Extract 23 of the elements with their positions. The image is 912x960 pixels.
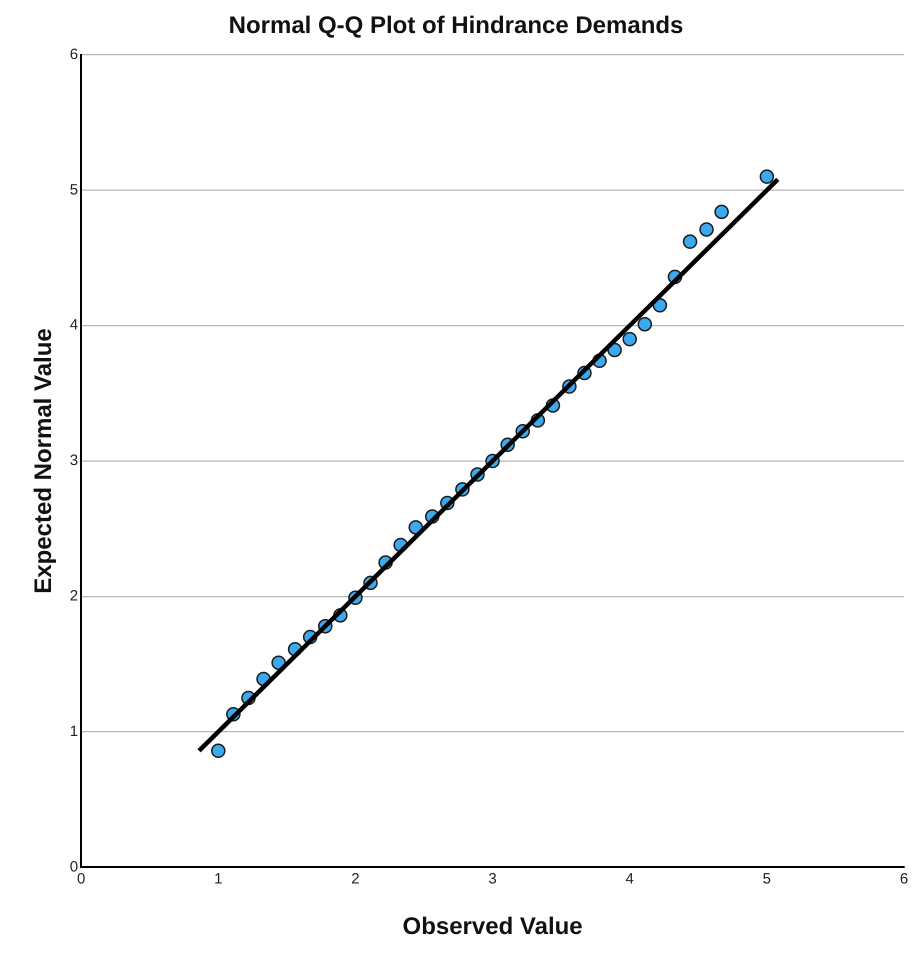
- point: [699, 222, 714, 237]
- y-tick-label: 2: [70, 588, 78, 605]
- y-tick-label: 5: [70, 181, 78, 198]
- y-tick-label: 3: [70, 452, 78, 470]
- chart-title: Normal Q-Q Plot of Hindrance Demands: [228, 12, 684, 40]
- y-tick-label: 6: [70, 46, 78, 63]
- point: [760, 169, 774, 184]
- point: [211, 744, 226, 758]
- point: [714, 204, 729, 220]
- point: [622, 332, 637, 346]
- y-tick-label: 0: [70, 858, 78, 876]
- x-tick-label: 3: [488, 870, 497, 888]
- x-tick-label: 4: [626, 870, 634, 888]
- y-axis-title: Expected Normal Value: [30, 328, 58, 594]
- point: [638, 316, 652, 332]
- point: [682, 234, 698, 249]
- y-tick-label: 4: [70, 316, 78, 334]
- x-tick-label: 5: [762, 870, 772, 888]
- x-tick-label: 2: [351, 870, 360, 888]
- x-tick-label: 6: [900, 870, 908, 888]
- y-tick-label: 1: [70, 722, 78, 740]
- x-axis-title: Observed Value: [402, 913, 583, 940]
- x-tick-label: 1: [214, 870, 222, 888]
